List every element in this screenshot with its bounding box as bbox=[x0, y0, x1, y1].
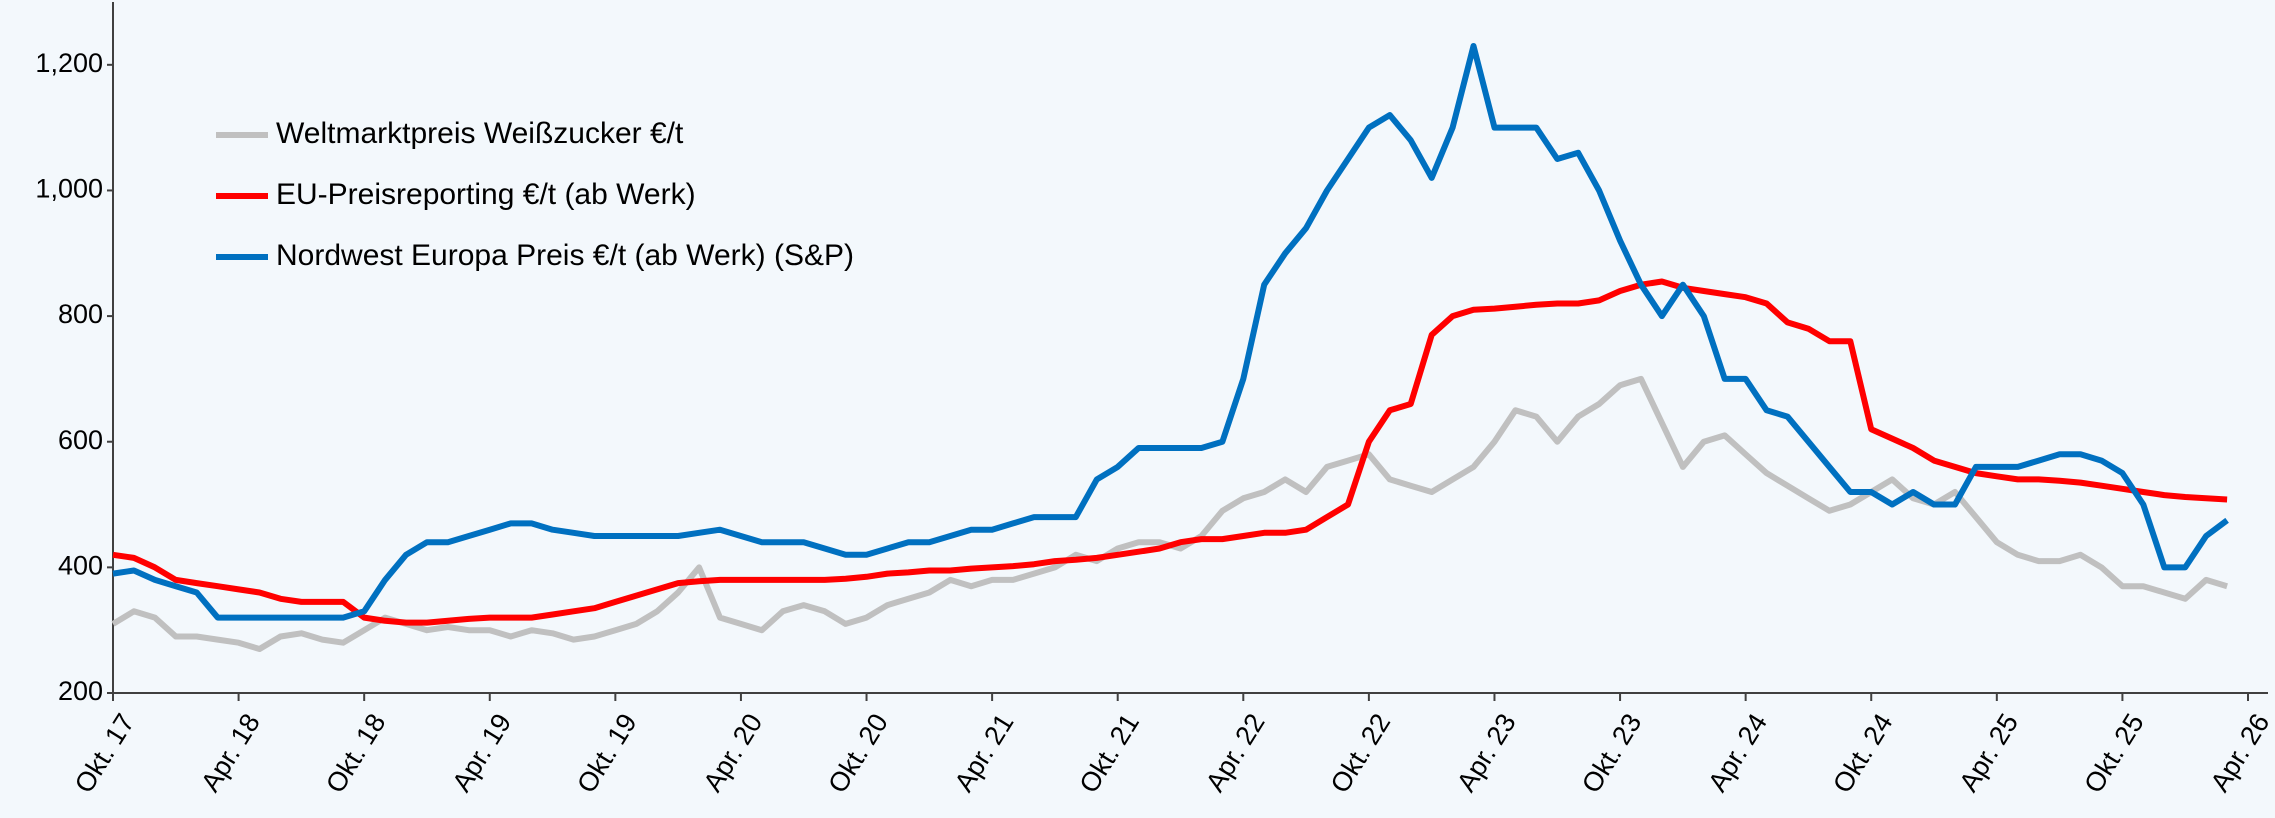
x-tick-label: Okt. 19 bbox=[571, 708, 643, 798]
x-tick-label: Okt. 24 bbox=[1827, 708, 1899, 798]
x-tick-label: Okt. 23 bbox=[1576, 708, 1648, 798]
x-tick-label: Okt. 18 bbox=[320, 708, 392, 798]
y-tick-label: 800 bbox=[58, 299, 103, 329]
y-tick-label: 600 bbox=[58, 425, 103, 455]
legend-label: Weltmarktpreis Weißzucker €/t bbox=[276, 117, 684, 150]
x-tick-label: Apr. 20 bbox=[698, 708, 769, 796]
series-line bbox=[112, 278, 2228, 626]
x-tick-label: Apr. 24 bbox=[1702, 708, 1773, 796]
x-tick-label: Apr. 18 bbox=[195, 708, 266, 796]
x-tick-label: Apr. 23 bbox=[1451, 708, 1522, 796]
x-tick-label: Okt. 22 bbox=[1325, 708, 1397, 798]
x-tick-label: Okt. 17 bbox=[69, 708, 141, 798]
legend-label: Nordwest Europa Preis €/t (ab Werk) (S&P… bbox=[276, 239, 854, 272]
series-line bbox=[111, 375, 2228, 652]
y-tick-label: 200 bbox=[58, 676, 103, 706]
y-tick-label: 1,200 bbox=[35, 48, 103, 78]
x-tick-label: Apr. 26 bbox=[2205, 708, 2275, 796]
x-tick-label: Apr. 22 bbox=[1200, 708, 1271, 796]
x-tick-label: Okt. 25 bbox=[2078, 708, 2150, 798]
series-line bbox=[112, 43, 2229, 621]
x-tick-label: Apr. 21 bbox=[949, 708, 1020, 796]
x-tick-label: Apr. 25 bbox=[1953, 708, 2024, 796]
y-tick-label: 400 bbox=[58, 550, 103, 580]
x-tick-label: Okt. 21 bbox=[1074, 708, 1146, 798]
x-tick-label: Apr. 19 bbox=[446, 708, 517, 796]
y-tick-label: 1,000 bbox=[35, 174, 103, 204]
legend-label: EU-Preisreporting €/t (ab Werk) bbox=[276, 178, 696, 211]
x-tick-label: Okt. 20 bbox=[822, 708, 894, 798]
